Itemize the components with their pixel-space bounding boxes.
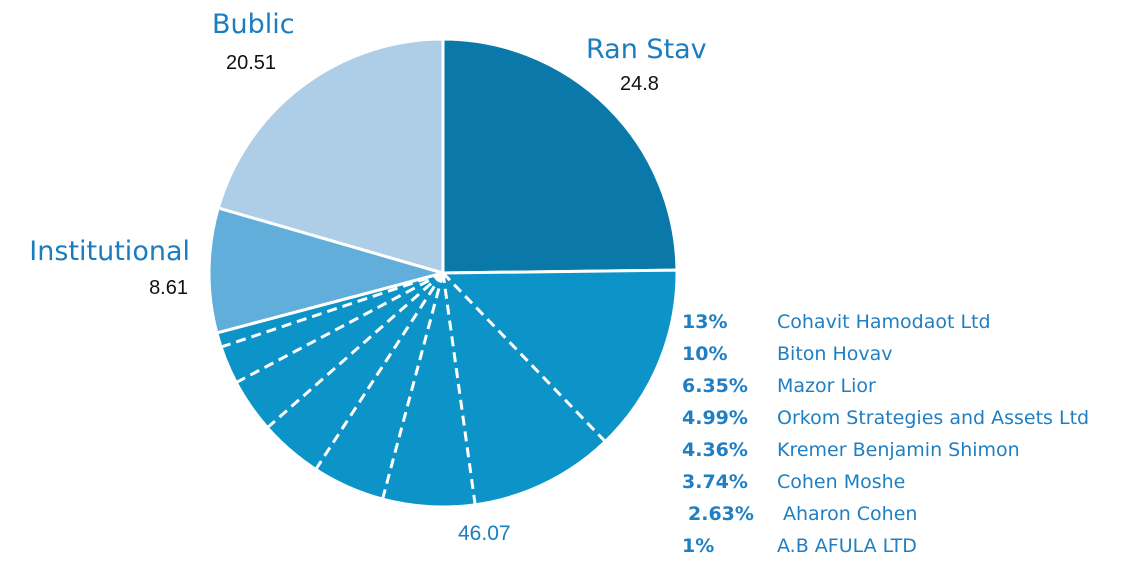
legend-row: 4.99% Orkom Strategies and Assets Ltd xyxy=(682,402,1137,434)
legend-percent: 13% xyxy=(682,311,728,333)
legend-percent: 4.36% xyxy=(682,439,748,461)
pie-slice-ran-stav xyxy=(441,37,679,275)
value-institutional: 8.61 xyxy=(149,277,188,299)
legend-name: Cohavit Hamodaot Ltd xyxy=(777,311,991,333)
pie-slice-bublic xyxy=(216,37,445,275)
label-bublic: Bublic xyxy=(212,9,295,40)
pie-slice-institutional xyxy=(207,206,449,335)
value-ran-stav: 24.8 xyxy=(620,73,659,95)
legend-name: Biton Hovav xyxy=(777,343,893,365)
sub-slice-divider xyxy=(220,271,444,349)
sub-slice-divider xyxy=(235,271,444,384)
legend-name: Mazor Lior xyxy=(777,375,876,397)
legend-name: A.B AFULA LTD xyxy=(777,535,917,557)
legend-row: 2.63% Aharon Cohen xyxy=(682,498,1137,530)
legend-percent: 2.63% xyxy=(688,503,754,525)
sub-slice-divider xyxy=(441,272,477,505)
value-bublic: 20.51 xyxy=(226,52,276,74)
legend-row: 4.36% Kremer Benjamin Shimon xyxy=(682,434,1137,466)
legend-name: Orkom Strategies and Assets Ltd xyxy=(777,407,1090,429)
value-others: 46.07 xyxy=(458,522,511,545)
legend-row: 1% A.B AFULA LTD xyxy=(682,530,1137,562)
legend-row: 10% Biton Hovav xyxy=(682,338,1137,370)
sub-slice-divider xyxy=(381,272,445,500)
legend-name: Kremer Benjamin Shimon xyxy=(777,439,1020,461)
legend: 13% Cohavit Hamodaot Ltd 10% Biton Hovav… xyxy=(682,306,1137,562)
sub-slice-divider xyxy=(441,271,607,443)
label-institutional: Institutional xyxy=(29,236,190,267)
legend-percent: 4.99% xyxy=(682,407,748,429)
legend-name: Aharon Cohen xyxy=(783,503,918,525)
legend-name: Cohen Moshe xyxy=(777,471,906,493)
legend-percent: 6.35% xyxy=(682,375,748,397)
legend-row: 3.74% Cohen Moshe xyxy=(682,466,1137,498)
legend-percent: 3.74% xyxy=(682,471,748,493)
legend-row: 13% Cohavit Hamodaot Ltd xyxy=(682,306,1137,338)
sub-slice-divider xyxy=(314,272,445,471)
legend-percent: 10% xyxy=(682,343,728,365)
legend-percent: 1% xyxy=(682,535,715,557)
sub-slice-divider xyxy=(266,271,444,429)
legend-row: 6.35% Mazor Lior xyxy=(682,370,1137,402)
label-ran-stav: Ran Stav xyxy=(586,34,707,65)
